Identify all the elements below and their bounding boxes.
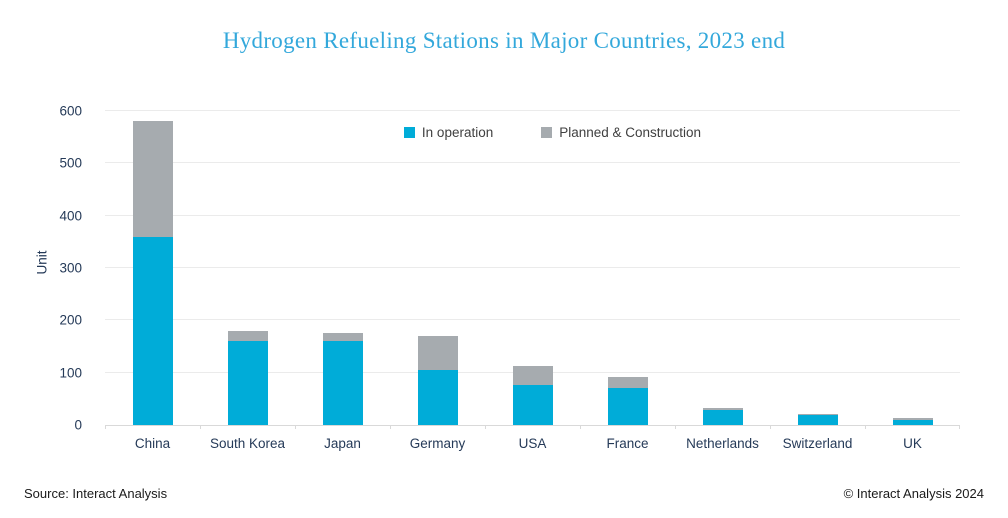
y-tick-label-200: 200 <box>59 312 82 328</box>
bar-segment-in-operation <box>607 388 648 425</box>
chart-title: Hydrogen Refueling Stations in Major Cou… <box>222 28 786 53</box>
bar-segment-in-operation <box>132 236 173 425</box>
x-label-uk: UK <box>903 436 922 451</box>
gridline-300 <box>105 267 960 268</box>
bar-segment-planned-construction <box>892 417 933 420</box>
x-label-switzerland: Switzerland <box>782 436 853 451</box>
y-axis: 0 100 200 300 400 500 600 <box>40 104 82 433</box>
bar-segment-in-operation <box>892 419 933 425</box>
bar-segment-in-operation <box>322 341 363 425</box>
legend-label: Planned & Construction <box>559 125 702 140</box>
y-tick-label-100: 100 <box>59 365 82 381</box>
bar-segment-in-operation <box>417 370 458 425</box>
legend-swatch-icon <box>541 127 553 138</box>
x-label-germany: Germany <box>409 436 466 451</box>
x-label-netherlands: Netherlands <box>686 436 759 451</box>
source-note: Source: Interact Analysis <box>24 486 168 501</box>
x-axis-line <box>105 425 960 426</box>
bar-segment-planned-construction <box>227 330 268 342</box>
bar-segment-planned-construction <box>702 407 743 410</box>
legend-label: In operation <box>421 125 494 140</box>
bar-usa <box>485 111 580 425</box>
bar-segment-in-operation <box>797 414 838 425</box>
x-axis-tick <box>865 425 866 429</box>
y-axis-title: Unit <box>34 250 50 275</box>
x-label-japan: Japan <box>324 436 361 451</box>
x-axis-tick <box>485 425 486 429</box>
bar-segment-planned-construction <box>512 366 553 386</box>
copyright-note: © Interact Analysis 2024 <box>843 486 984 501</box>
bar-segment-planned-construction <box>132 121 173 237</box>
x-axis-tick <box>105 425 106 429</box>
gridline-600 <box>105 110 960 111</box>
x-axis-tick <box>770 425 771 429</box>
bar-switzerland <box>770 111 865 425</box>
bar-segment-in-operation <box>512 385 553 425</box>
y-tick-label-500: 500 <box>59 155 82 171</box>
x-label-usa: USA <box>518 436 547 451</box>
x-label-france: France <box>606 436 649 451</box>
bar-segment-in-operation <box>227 341 268 425</box>
gridline-200 <box>105 319 960 321</box>
bar-japan <box>295 111 390 425</box>
bar-segment-planned-construction <box>322 333 363 342</box>
x-axis-tick <box>580 425 581 429</box>
x-axis-tick <box>200 425 201 429</box>
plot-area: China South Korea Japan Germany USA France Net… <box>105 110 960 451</box>
bar-south-korea <box>200 111 295 425</box>
x-axis-tick <box>959 425 960 429</box>
x-axis-tick <box>675 425 676 429</box>
y-tick-label-300: 300 <box>59 260 82 276</box>
y-tick-label-600: 600 <box>59 103 82 119</box>
legend-item-planned-construction: Planned & Construction <box>541 125 701 140</box>
bar-segment-in-operation <box>702 409 743 425</box>
x-axis-tick <box>295 425 296 429</box>
bar-segment-planned-construction <box>417 336 458 371</box>
legend-swatch-icon <box>403 127 415 138</box>
bar-uk <box>865 111 960 425</box>
bar-segment-planned-construction <box>607 377 648 389</box>
y-tick-label-0: 0 <box>74 417 82 433</box>
bar-germany <box>390 111 485 425</box>
bar-france <box>580 111 675 425</box>
legend: In operation Planned & Construction <box>125 125 980 140</box>
bar-netherlands <box>675 111 770 425</box>
x-label-china: China <box>134 436 171 451</box>
x-label-south-korea: South Korea <box>209 436 286 451</box>
bar-segment-planned-construction <box>797 413 838 415</box>
gridline-500 <box>105 162 960 164</box>
y-tick-label-400: 400 <box>59 208 82 224</box>
legend-item-in-operation: In operation <box>403 125 494 140</box>
bar-china <box>105 111 200 425</box>
x-axis-tick <box>390 425 391 429</box>
gridline-400 <box>105 214 960 216</box>
